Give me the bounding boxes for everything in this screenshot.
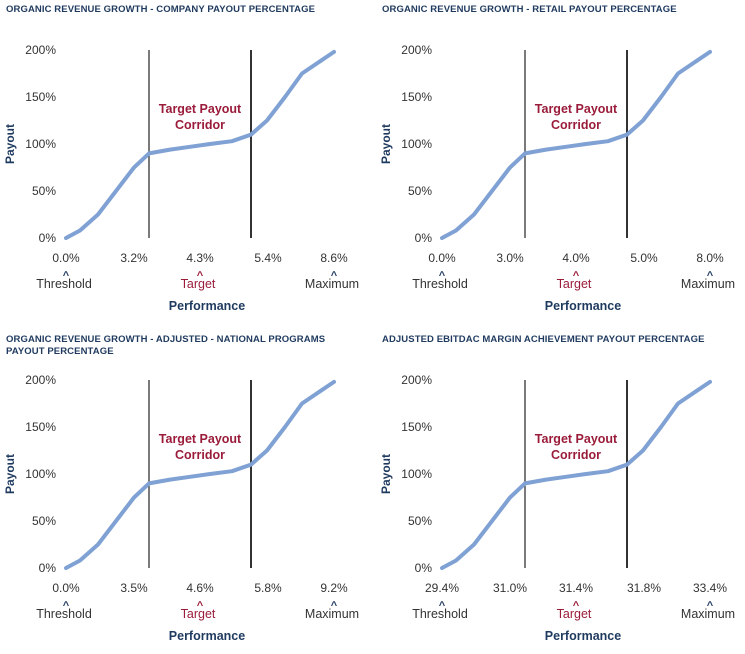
corridor-label: Target Payout — [535, 102, 618, 116]
chart-title: ADJUSTED EBITDAC MARGIN ACHIEVEMENT PAYO… — [382, 334, 705, 345]
chart-title: ORGANIC REVENUE GROWTH - COMPANY PAYOUT … — [6, 4, 316, 15]
maximum-marker-caret: ^ — [707, 270, 714, 282]
x-tick-label: 9.2% — [320, 581, 348, 595]
y-tick-label: 50% — [32, 514, 56, 528]
maximum-marker-label: Maximum — [681, 607, 735, 621]
threshold-marker-caret: ^ — [63, 600, 70, 612]
target-marker-label: Target — [181, 277, 216, 291]
y-tick-label: 0% — [415, 561, 433, 575]
y-tick-label: 50% — [32, 184, 56, 198]
x-tick-label: 5.4% — [254, 251, 282, 265]
target-marker-caret: ^ — [573, 600, 580, 612]
corridor-label: Corridor — [551, 118, 601, 132]
x-tick-label: 31.4% — [559, 581, 593, 595]
y-tick-label: 100% — [25, 137, 56, 151]
y-tick-label: 0% — [39, 231, 57, 245]
payout-curve-line — [64, 49, 336, 240]
y-tick-label: 150% — [401, 90, 432, 104]
x-tick-label: 5.0% — [630, 251, 658, 265]
maximum-marker-label: Maximum — [305, 277, 359, 291]
chart-svg: Payout 0% 50% 100% 150% 200% Target Payout Corr… — [379, 373, 735, 643]
y-tick-label: 200% — [401, 43, 432, 57]
y-tick-label: 150% — [25, 90, 56, 104]
maximum-marker-caret: ^ — [331, 270, 338, 282]
chart-title: ORGANIC REVENUE GROWTH - RETAIL PAYOUT P… — [382, 4, 677, 15]
target-marker-label: Target — [557, 277, 592, 291]
y-tick-label: 50% — [408, 184, 432, 198]
x-tick-label: 3.0% — [496, 251, 524, 265]
chart-panel-4: ADJUSTED EBITDAC MARGIN ACHIEVEMENT PAYO… — [376, 330, 745, 654]
y-tick-label: 100% — [401, 137, 432, 151]
y-tick-label: 150% — [25, 420, 56, 434]
y-tick-label: 200% — [25, 373, 56, 387]
threshold-marker-label: Threshold — [412, 277, 468, 291]
x-tick-label: 8.0% — [696, 251, 724, 265]
y-tick-label: 0% — [39, 561, 57, 575]
threshold-marker-label: Threshold — [412, 607, 468, 621]
chart-svg: Payout 0% 50% 100% 150% 200% Target Payout Corr… — [3, 373, 359, 643]
target-marker-label: Target — [181, 607, 216, 621]
maximum-marker-label: Maximum — [305, 607, 359, 621]
maximum-marker-caret: ^ — [707, 600, 714, 612]
x-tick-label: 5.8% — [254, 581, 282, 595]
corridor-label: Corridor — [175, 118, 225, 132]
x-tick-label: 31.8% — [627, 581, 661, 595]
y-axis-label: Payout — [3, 124, 17, 164]
chart-title: ORGANIC REVENUE GROWTH - ADJUSTED - NATI… — [6, 334, 326, 357]
payout-curve-line — [440, 49, 712, 240]
y-axis-label: Payout — [379, 454, 393, 494]
x-axis-label: Performance — [545, 629, 621, 643]
threshold-marker-caret: ^ — [439, 600, 446, 612]
target-marker-caret: ^ — [573, 270, 580, 282]
y-tick-label: 200% — [401, 373, 432, 387]
chart-panel-2: ORGANIC REVENUE GROWTH - RETAIL PAYOUT P… — [376, 0, 745, 324]
y-tick-label: 100% — [25, 467, 56, 481]
target-marker-caret: ^ — [197, 270, 204, 282]
y-tick-label: 0% — [415, 231, 433, 245]
x-tick-label: 33.4% — [693, 581, 727, 595]
x-tick-label: 4.0% — [562, 251, 590, 265]
threshold-marker-caret: ^ — [63, 270, 70, 282]
x-axis-label: Performance — [169, 299, 245, 313]
y-tick-label: 150% — [401, 420, 432, 434]
chart-svg: Payout 0% 50% 100% 150% 200% Target Payout Corr… — [3, 43, 359, 313]
x-tick-label: 4.3% — [186, 251, 214, 265]
x-tick-label: 4.6% — [186, 581, 214, 595]
maximum-marker-label: Maximum — [681, 277, 735, 291]
maximum-marker-caret: ^ — [331, 600, 338, 612]
x-tick-label: 0.0% — [428, 251, 456, 265]
y-tick-label: 200% — [25, 43, 56, 57]
target-marker-caret: ^ — [197, 600, 204, 612]
threshold-marker-label: Threshold — [36, 607, 92, 621]
x-tick-label: 0.0% — [52, 581, 80, 595]
y-axis-label: Payout — [3, 454, 17, 494]
y-tick-label: 100% — [401, 467, 432, 481]
corridor-label: Target Payout — [159, 102, 242, 116]
corridor-label: Corridor — [551, 448, 601, 462]
x-tick-label: 3.2% — [120, 251, 148, 265]
threshold-marker-caret: ^ — [439, 270, 446, 282]
x-tick-label: 8.6% — [320, 251, 348, 265]
corridor-label: Corridor — [175, 448, 225, 462]
target-marker-label: Target — [557, 607, 592, 621]
chart-panel-1: ORGANIC REVENUE GROWTH - COMPANY PAYOUT … — [0, 0, 372, 324]
corridor-label: Target Payout — [159, 432, 242, 446]
payout-curve-line — [440, 379, 712, 570]
payout-curve-line — [64, 379, 336, 570]
y-tick-label: 50% — [408, 514, 432, 528]
x-tick-label: 31.0% — [493, 581, 527, 595]
x-tick-label: 0.0% — [52, 251, 80, 265]
corridor-label: Target Payout — [535, 432, 618, 446]
y-axis-label: Payout — [379, 124, 393, 164]
chart-svg: Payout 0% 50% 100% 150% 200% Target Payout Corr… — [379, 43, 735, 313]
x-tick-label: 29.4% — [425, 581, 459, 595]
x-tick-label: 3.5% — [120, 581, 148, 595]
threshold-marker-label: Threshold — [36, 277, 92, 291]
chart-panel-3: ORGANIC REVENUE GROWTH - ADJUSTED - NATI… — [0, 330, 372, 654]
x-axis-label: Performance — [545, 299, 621, 313]
x-axis-label: Performance — [169, 629, 245, 643]
